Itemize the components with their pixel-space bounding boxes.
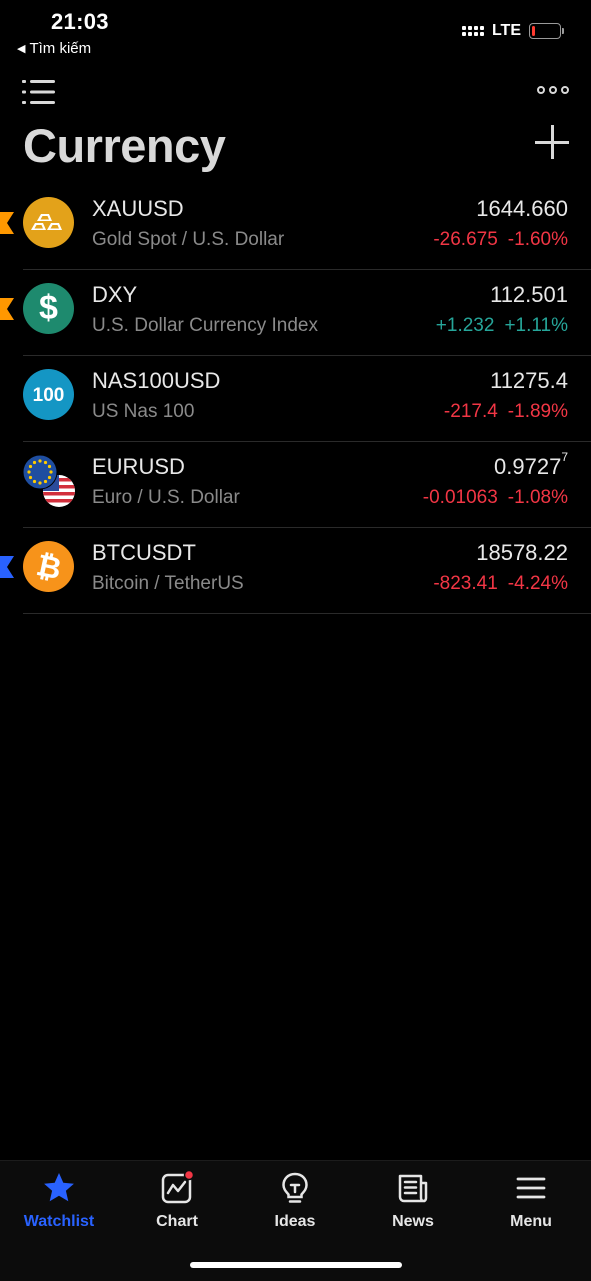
flag-marker-icon[interactable] — [0, 556, 14, 578]
change-pct: -1.89% — [507, 401, 568, 422]
change-values: -0.01063 -1.08% — [423, 487, 568, 509]
row-divider — [23, 527, 591, 528]
dollar-icon: $ — [23, 283, 74, 334]
change-values: -823.41 -4.24% — [433, 573, 568, 595]
tab-label: Chart — [156, 1213, 198, 1230]
price-value: 18578.22 — [476, 540, 568, 566]
change-values: +1.232 +1.11% — [436, 315, 568, 337]
nas100-icon: 100 — [23, 369, 74, 420]
lightbulb-icon — [282, 1172, 308, 1203]
back-link-label: Tìm kiếm — [29, 40, 92, 57]
price-value: 0.97277 — [494, 450, 568, 480]
bitcoin-icon: ₿ — [23, 541, 74, 592]
tab-chart[interactable]: Chart — [127, 1171, 227, 1235]
change-pct: +1.11% — [504, 315, 568, 336]
eu-us-flags-icon — [22, 454, 75, 507]
tab-ideas[interactable]: Ideas — [245, 1171, 345, 1235]
svg-text:$: $ — [39, 289, 58, 327]
add-button[interactable] — [535, 125, 569, 159]
change-pct: -4.24% — [507, 573, 568, 594]
change-pct: -1.08% — [507, 487, 568, 508]
change-values: -217.4 -1.89% — [444, 401, 568, 423]
star-icon — [44, 1173, 74, 1202]
network-label: LTE — [491, 22, 521, 39]
tab-label: Menu — [510, 1213, 552, 1230]
list-icon[interactable] — [22, 80, 55, 104]
description-label: Bitcoin / TetherUS — [92, 573, 244, 594]
change-abs: +1.232 — [435, 315, 495, 336]
row-divider — [23, 355, 591, 356]
description-label: US Nas 100 — [92, 401, 195, 422]
tab-label: Watchlist — [23, 1213, 95, 1230]
more-icon[interactable] — [537, 86, 569, 94]
watchlist-row-nas100usd[interactable]: 100 NAS100USD US Nas 100 11275.4 -217.4 -1.89… — [0, 356, 591, 442]
symbol-label: EURUSD — [92, 454, 185, 479]
description-label: Gold Spot / U.S. Dollar — [92, 229, 285, 250]
watchlist-row-btcusdt[interactable]: ₿ BTCUSDT Bitcoin / TetherUS 18578.22 -823.4… — [0, 528, 591, 614]
price-fraction: 7 — [561, 450, 568, 464]
price-value: 1644.660 — [476, 196, 568, 222]
page-title: Currency — [23, 119, 226, 172]
battery-icon — [529, 23, 564, 39]
tab-watchlist[interactable]: Watchlist — [9, 1171, 109, 1235]
signal-icon — [461, 26, 484, 36]
tab-label: Ideas — [274, 1213, 316, 1230]
watchlist-row-xauusd[interactable]: XAUUSD Gold Spot / U.S. Dollar 1644.660 -26… — [0, 184, 591, 270]
change-pct: -1.60% — [507, 229, 568, 250]
back-link[interactable]: ◀ Tìm kiếm — [17, 40, 91, 57]
change-abs: -217.4 — [443, 401, 498, 422]
price-value: 11275.4 — [490, 368, 568, 394]
svg-text:₿: ₿ — [33, 549, 64, 586]
hamburger-icon — [516, 1177, 546, 1199]
row-divider — [23, 269, 591, 270]
back-arrow-icon: ◀ — [17, 43, 26, 55]
status-indicators: LTE — [461, 22, 564, 40]
watchlist-row-eurusd[interactable]: EURUSD Euro / U.S. Dollar 0.97277 -0.01063-… — [0, 442, 591, 528]
price-main: 0.9727 — [494, 454, 562, 479]
symbol-label: NAS100USD — [92, 368, 221, 393]
home-indicator — [190, 1262, 402, 1268]
change-values: -26.675 -1.60% — [433, 229, 568, 251]
price-main: 11275.4 — [490, 368, 568, 393]
price-value: 112.501 — [490, 282, 568, 308]
symbol-label: DXY — [92, 282, 138, 307]
gold-bars-icon — [23, 197, 74, 248]
description-label: Euro / U.S. Dollar — [92, 487, 240, 508]
svg-text:100: 100 — [33, 385, 65, 406]
price-main: 112.501 — [490, 282, 568, 307]
change-abs: -823.41 — [433, 573, 498, 594]
price-main: 18578.22 — [476, 540, 568, 565]
change-abs: -26.675 — [433, 229, 498, 250]
change-abs: -0.01063 — [422, 487, 498, 508]
tab-bar: Watchlist Chart Ideas News Menu — [0, 1160, 591, 1281]
row-divider — [23, 441, 591, 442]
tab-label: News — [392, 1213, 434, 1230]
symbol-label: XAUUSD — [92, 196, 184, 221]
tab-menu[interactable]: Menu — [481, 1171, 581, 1235]
chart-icon — [161, 1171, 194, 1204]
price-main: 1644.660 — [476, 196, 568, 221]
watchlist-row-dxy[interactable]: $ DXY U.S. Dollar Currency Index 112.501 +1.… — [0, 270, 591, 356]
description-label: U.S. Dollar Currency Index — [92, 315, 318, 336]
newspaper-icon — [398, 1174, 428, 1203]
flag-marker-icon[interactable] — [0, 298, 14, 320]
row-divider — [23, 613, 591, 614]
status-time: 21:03 — [51, 9, 109, 34]
tab-news[interactable]: News — [363, 1171, 463, 1235]
symbol-label: BTCUSDT — [92, 540, 196, 565]
flag-marker-icon[interactable] — [0, 212, 14, 234]
